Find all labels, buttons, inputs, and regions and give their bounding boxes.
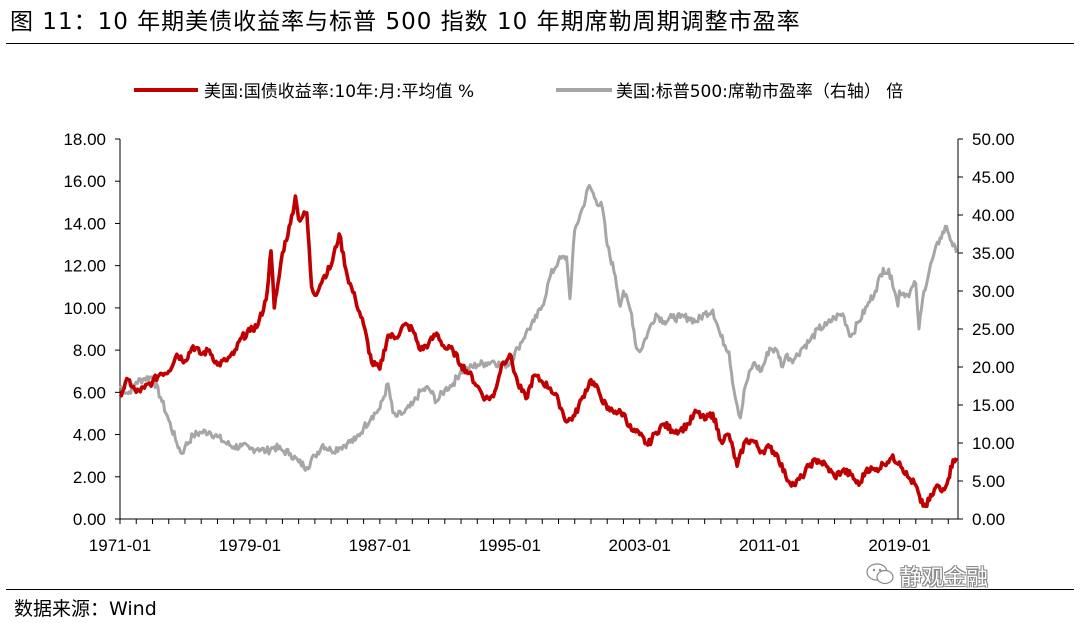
right-tick-label: 25.00 [972,320,1015,339]
right-tick-label: 10.00 [972,434,1015,453]
left-tick-label: 0.00 [73,510,106,529]
x-tick-label: 1995-01 [479,536,541,555]
x-tick-label: 1979-01 [219,536,281,555]
x-tick-label: 1971-01 [89,536,151,555]
legend: 美国:国债收益率:10年:月:平均值 % 美国:标普500:席勒市盈率（右轴） … [134,82,903,102]
right-tick-label: 0.00 [972,510,1005,529]
right-tick-label: 35.00 [972,244,1015,263]
chart-title: 图 11：10 年期美债收益率与标普 500 指数 10 年期席勒周期调整市盈率 [10,9,801,35]
axes [115,138,963,524]
x-tick-label: 1987-01 [349,536,411,555]
left-tick-label: 8.00 [73,341,106,360]
left-tick-label: 4.00 [73,426,106,445]
left-tick-label: 14.00 [63,214,106,233]
right-tick-label: 30.00 [972,282,1015,301]
title-underline [6,43,1074,44]
source-rule [6,589,1074,590]
watermark-text: 静观金融 [900,566,989,591]
left-tick-label: 10.00 [63,299,106,318]
legend-label-yield: 美国:国债收益率:10年:月:平均值 % [204,82,474,102]
left-tick-label: 12.00 [63,257,106,276]
x-tick-label: 2019-01 [868,536,930,555]
right-tick-label: 40.00 [972,206,1015,225]
right-tick-label: 20.00 [972,358,1015,377]
left-tick-label: 6.00 [73,383,106,402]
x-tick-label: 2003-01 [608,536,670,555]
series-line-yield [118,194,959,509]
left-tick-label: 16.00 [63,172,106,191]
tick-labels: 0.00 2.00 4.00 6.00 8.00 10.00 12.00 14.00 16.00… [63,130,1014,555]
right-tick-label: 15.00 [972,396,1015,415]
chart: 美国:国债收益率:10年:月:平均值 % 美国:标普500:席勒市盈率（右轴） … [63,82,1014,555]
left-tick-label: 2.00 [73,468,106,487]
legend-label-cape: 美国:标普500:席勒市盈率（右轴） 倍 [616,82,903,102]
series-lines [118,183,959,509]
wechat-icon [866,563,894,585]
source-note: 数据来源：Wind [14,598,157,620]
series-line-cape [118,183,958,472]
right-tick-label: 50.00 [972,130,1015,149]
right-tick-label: 5.00 [972,472,1005,491]
left-tick-label: 18.00 [63,130,106,149]
x-tick-label: 2011-01 [739,536,800,555]
right-tick-label: 45.00 [972,168,1015,187]
